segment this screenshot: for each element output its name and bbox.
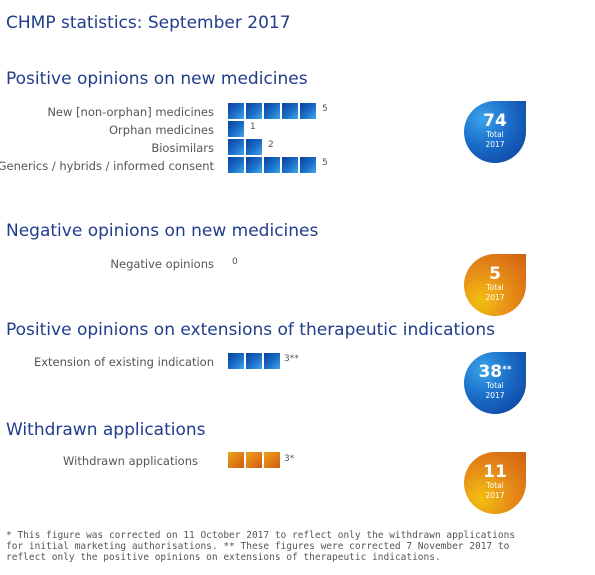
row-value-extension: 3** xyxy=(284,354,299,364)
bar-unit xyxy=(246,139,262,155)
row-value-generics: 5 xyxy=(322,158,328,168)
bar-unit xyxy=(228,353,244,369)
total-year: 2017 xyxy=(485,491,505,500)
total-number: 11 xyxy=(483,462,507,482)
section-title-negative: Negative opinions on new medicines xyxy=(6,221,319,241)
bar-withdrawn xyxy=(228,452,280,468)
bar-unit xyxy=(228,139,244,155)
total-number: 5 xyxy=(489,264,501,284)
bar-unit xyxy=(246,103,262,119)
total-badge-withdrawn: 11 Total 2017 xyxy=(464,452,526,514)
total-label: Total xyxy=(486,481,504,490)
bar-unit xyxy=(246,353,262,369)
row-label-extension: Extension of existing indication xyxy=(33,355,214,369)
bar-generics xyxy=(228,157,316,173)
row-value-orphan: 1 xyxy=(250,122,256,132)
total-year: 2017 xyxy=(485,140,505,149)
total-label: Total xyxy=(486,381,504,390)
total-number-footnote-mark: ** xyxy=(502,365,512,375)
row-label-withdrawn: Withdrawn applications xyxy=(63,454,198,468)
bar-unit xyxy=(228,452,244,468)
page-title: CHMP statistics: September 2017 xyxy=(6,13,291,33)
bar-new-medicines xyxy=(228,103,316,119)
total-label: Total xyxy=(486,283,504,292)
total-year: 2017 xyxy=(485,293,505,302)
total-number: 74 xyxy=(483,111,507,131)
bar-unit xyxy=(246,157,262,173)
bar-unit xyxy=(300,103,316,119)
bar-unit xyxy=(264,103,280,119)
bar-biosimilars xyxy=(228,139,262,155)
row-label-negative: Negative opinions xyxy=(110,257,214,271)
row-value-withdrawn: 3* xyxy=(284,454,295,464)
bar-orphan xyxy=(228,121,244,137)
total-number: 38** xyxy=(464,364,526,381)
row-value-new-medicines: 5 xyxy=(322,104,328,114)
section-title-positive: Positive opinions on new medicines xyxy=(6,69,308,89)
footnote: * This figure was corrected on 11 Octobe… xyxy=(6,530,516,563)
bar-unit xyxy=(228,121,244,137)
bar-unit xyxy=(264,353,280,369)
section-title-extensions: Positive opinions on extensions of thera… xyxy=(6,320,495,340)
bar-unit xyxy=(300,157,316,173)
bar-unit xyxy=(228,103,244,119)
row-label-orphan: Orphan medicines xyxy=(108,123,214,137)
total-number-value: 38 xyxy=(478,362,503,382)
total-badge-positive: 74 Total 2017 xyxy=(464,101,526,163)
bar-unit xyxy=(246,452,262,468)
bar-unit xyxy=(282,103,298,119)
row-label-biosimilars: Biosimilars xyxy=(151,141,214,155)
bar-unit xyxy=(264,452,280,468)
total-label: Total xyxy=(486,130,504,139)
row-label-new-medicines: New [non-orphan] medicines xyxy=(47,105,214,119)
total-badge-negative: 5 Total 2017 xyxy=(464,254,526,316)
bar-unit xyxy=(228,157,244,173)
bar-extension xyxy=(228,353,280,369)
section-title-withdrawn: Withdrawn applications xyxy=(6,420,206,440)
bar-unit xyxy=(282,157,298,173)
row-value-biosimilars: 2 xyxy=(268,140,274,150)
total-badge-extensions: 38** Total 2017 xyxy=(464,352,526,414)
bar-unit xyxy=(264,157,280,173)
row-value-negative: 0 xyxy=(232,257,238,267)
total-year: 2017 xyxy=(485,391,505,400)
row-label-generics: Generics / hybrids / informed consent xyxy=(0,159,214,173)
